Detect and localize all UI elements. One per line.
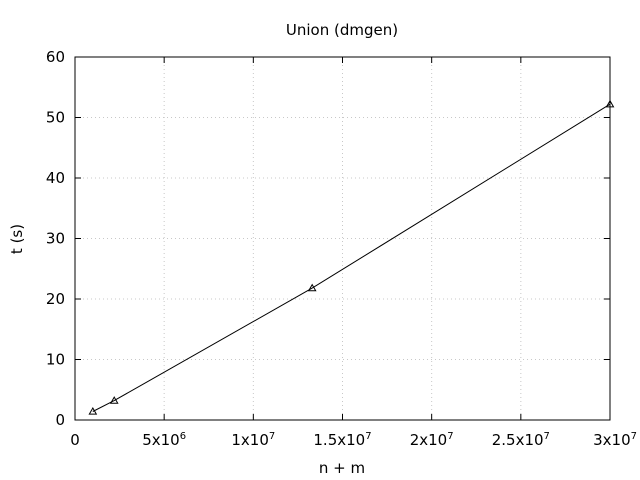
chart-title: Union (dmgen) [286, 21, 398, 39]
x-tick-label: 2.5x107 [492, 431, 550, 449]
grid-lines [75, 57, 610, 420]
data-point-marker [307, 283, 317, 292]
x-tick-label: 3x107 [593, 431, 637, 449]
data-point-marker [109, 396, 119, 404]
y-tick-label: 20 [46, 290, 65, 308]
x-axis-label: n + m [319, 459, 365, 477]
y-tick-label: 10 [46, 351, 65, 369]
series-layer [88, 99, 615, 415]
x-tick-label: 5x106 [142, 431, 186, 449]
x-tick-label: 0 [70, 431, 80, 449]
x-tick-label: 1.5x107 [313, 431, 371, 449]
y-axis-label: t (s) [8, 224, 26, 254]
y-tick-label: 40 [46, 169, 65, 187]
series-line [92, 103, 611, 412]
axis-ticks: 0 10 20 30 40 50 60 0 5x106 1x107 1.5x107 2x107 2.5x… [46, 48, 637, 449]
y-tick-label: 30 [46, 230, 65, 248]
data-point-marker [605, 99, 615, 108]
x-tick-label: 2x107 [410, 431, 454, 449]
x-tick-label: 1x107 [231, 431, 275, 449]
y-tick-label: 0 [55, 411, 65, 429]
y-tick-label: 60 [46, 48, 65, 66]
y-tick-label: 50 [46, 109, 65, 127]
data-point-marker [88, 407, 98, 415]
